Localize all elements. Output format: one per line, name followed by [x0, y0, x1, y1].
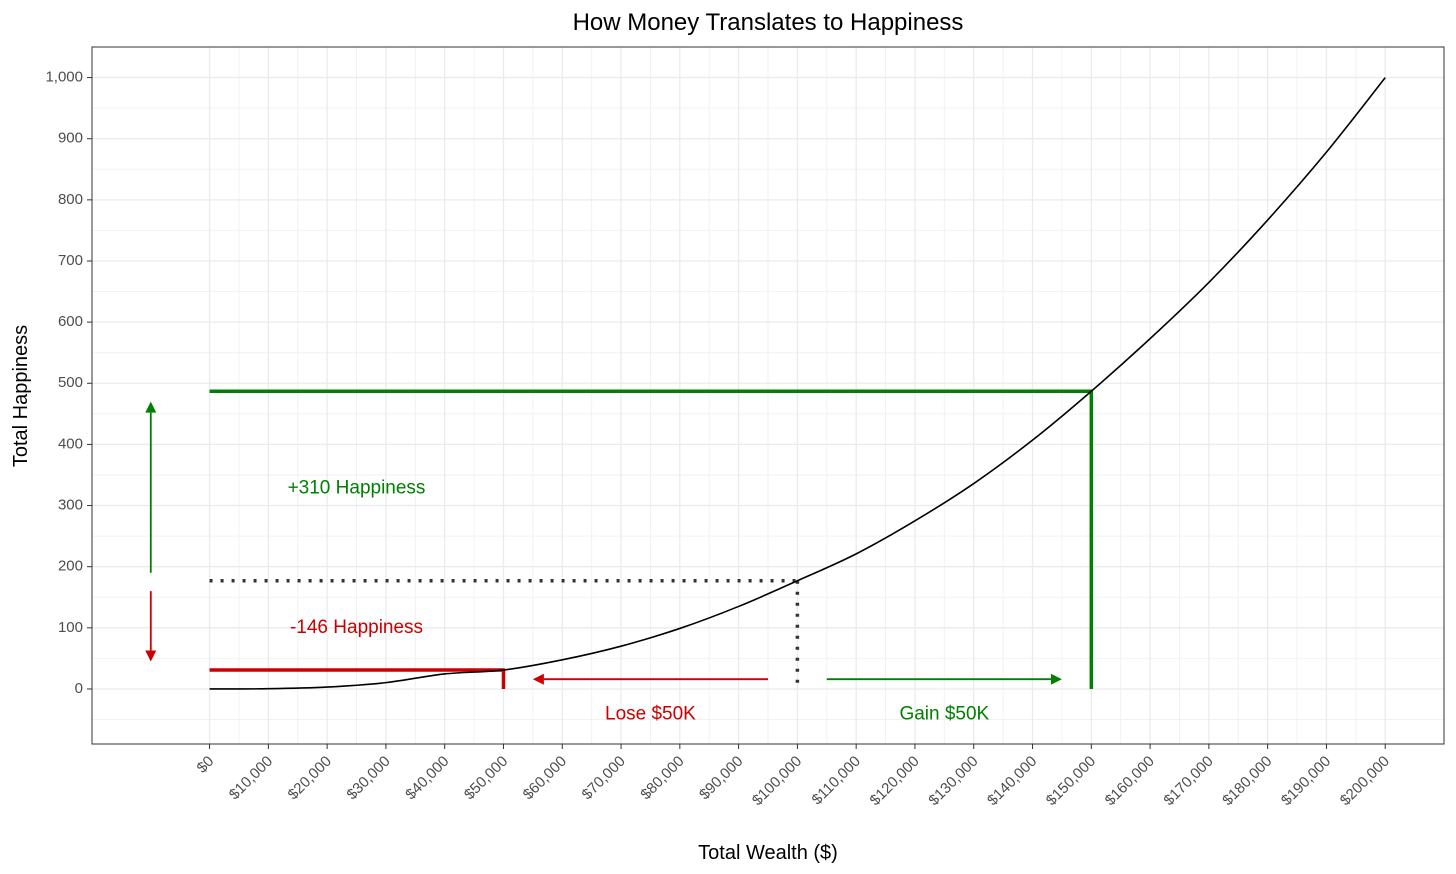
y-tick-label: 800 — [58, 191, 83, 208]
y-tick-label: 100 — [58, 619, 83, 636]
arrow-head — [1050, 673, 1062, 685]
series-line — [209, 77, 1386, 690]
annotation-label: Gain $50K — [899, 704, 989, 725]
y-tick-label: 900 — [58, 130, 83, 147]
y-tick-label: 400 — [58, 435, 83, 452]
arrows — [145, 401, 1062, 685]
y-tick-label: 0 — [75, 680, 83, 697]
arrow-head — [145, 650, 157, 662]
panel-border — [91, 46, 1445, 745]
y-axis: 0 100 200 300 400 500 600 700 800 900 1,000 — [45, 69, 92, 697]
y-tick-label: 500 — [58, 374, 83, 391]
y-tick-label: 300 — [58, 497, 83, 514]
y-axis-title: Total Happiness — [10, 325, 32, 467]
chart-title: How Money Translates to Happiness — [573, 9, 964, 36]
arrow-head — [532, 673, 544, 685]
y-tick-label: 1,000 — [45, 69, 83, 86]
y-tick-label: 700 — [58, 252, 83, 269]
annotation-label: Lose $50K — [605, 704, 696, 725]
y-tick-label: 600 — [58, 313, 83, 330]
annotation-label: +310 Happiness — [288, 477, 426, 498]
annotation-label: -146 Happiness — [290, 617, 423, 638]
arrow-head — [145, 401, 157, 413]
x-axis-title: Total Wealth ($) — [698, 842, 838, 864]
y-tick-label: 200 — [58, 558, 83, 575]
annotations: +310 Happiness -146 Happiness Lose $50K Gai… — [288, 477, 990, 724]
